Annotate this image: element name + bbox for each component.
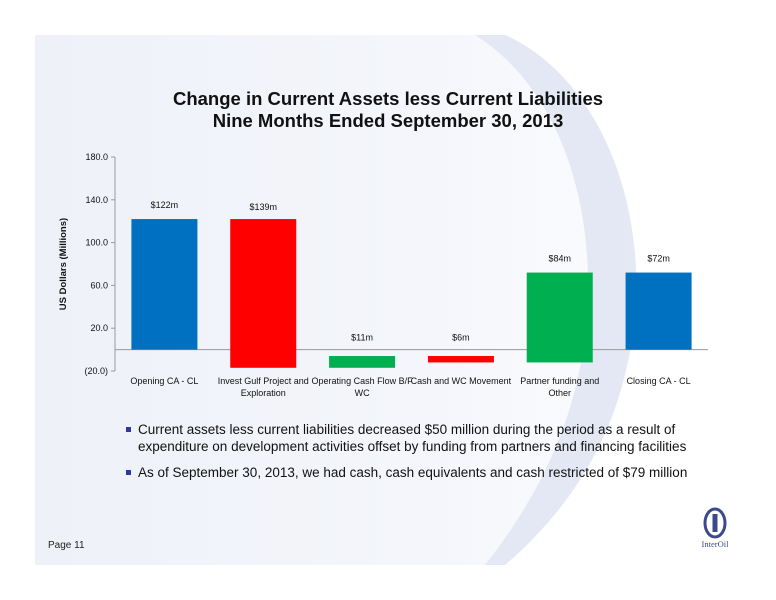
bullet-list: Current assets less current liabilities … <box>126 421 726 490</box>
background-swoosh <box>475 35 741 565</box>
x-tick-label: Other <box>548 388 571 398</box>
y-tick-label: 20.0 <box>90 323 108 333</box>
y-tick-label: (20.0) <box>84 366 108 376</box>
bar-1 <box>131 219 198 350</box>
x-tick-label: Partner funding and <box>520 376 599 386</box>
bullet-item: Current assets less current liabilities … <box>126 421 726 455</box>
chart-title-line-2: Nine Months Ended September 30, 2013 <box>212 110 564 131</box>
bar-6 <box>625 272 692 350</box>
x-tick-label: Exploration <box>241 388 286 398</box>
x-tick-label: Opening CA - CL <box>130 376 198 386</box>
y-tick-label: 60.0 <box>90 280 108 290</box>
x-tick-label: Operating Cash Flow B/F <box>312 376 414 386</box>
chart-title-line-1: Change in Current Assets less Current Li… <box>172 88 604 109</box>
data-label: $72m <box>647 254 670 264</box>
page-number: Page 11 <box>48 540 85 551</box>
data-label: $6m <box>452 333 470 343</box>
y-tick-label: 100.0 <box>85 238 108 248</box>
data-label: $84m <box>548 254 571 264</box>
bullet-item: As of September 30, 2013, we had cash, c… <box>126 464 726 481</box>
bar-4 <box>427 356 494 363</box>
interoil-logo-icon <box>703 507 727 539</box>
data-label: $11m <box>351 333 373 343</box>
chart-title: Change in Current Assets less Current Li… <box>0 88 776 132</box>
data-label: $139m <box>249 202 277 212</box>
y-axis-title: US Dollars (Millions) <box>58 218 69 310</box>
x-tick-label: WC <box>355 388 370 398</box>
x-tick-label: Closing CA - CL <box>627 376 691 386</box>
x-tick-label: Cash and WC Movement <box>411 376 512 386</box>
data-label: $122m <box>151 200 179 210</box>
x-tick-label: Invest Gulf Project and <box>218 376 309 386</box>
bar-3 <box>329 356 396 368</box>
bar-2 <box>230 219 297 368</box>
bullet-text: As of September 30, 2013, we had cash, c… <box>138 465 688 480</box>
bullet-square-icon <box>126 470 131 475</box>
bar-5 <box>526 272 593 363</box>
bullet-square-icon <box>126 427 131 432</box>
bullet-text: Current assets less current liabilities … <box>138 422 687 454</box>
y-tick-label: 180.0 <box>85 152 108 162</box>
logo-text: InterOil <box>701 539 729 549</box>
y-tick-label: 140.0 <box>85 195 108 205</box>
